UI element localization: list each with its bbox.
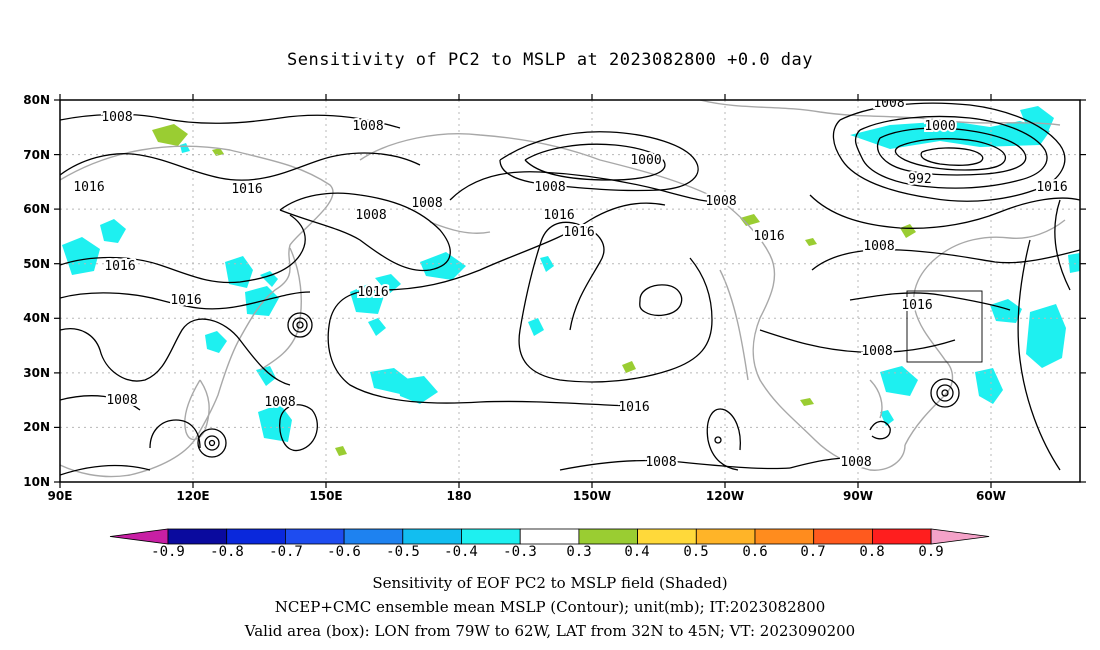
contour-label: 1016 [753,229,784,244]
contour-label: 1008 [861,344,892,359]
lon-label: 120E [176,489,209,503]
contour-label: 1016 [170,293,201,308]
contour-label: 1016 [73,180,104,195]
lat-label: 60N [23,202,50,216]
contour-labels: 1008 1008 1000 992 1008 1016 1016 1016 1… [71,96,1069,472]
contour-label: 1016 [543,208,574,223]
axis-ticks [54,94,1086,488]
contour-label: 1008 [840,455,871,470]
contour-label: 1008 [352,119,383,134]
coastlines [60,100,1066,478]
contour-label: 1000 [924,119,955,134]
contour-label: 1008 [355,208,386,223]
colorbar-extend-high [930,528,990,545]
lon-label: 150W [573,489,611,503]
lat-label: 80N [23,93,50,107]
lat-label: 10N [23,475,50,489]
colorbar-tick-label: -0.8 [210,544,244,560]
lat-label: 30N [23,366,50,380]
colorbar-tick-label: 0.9 [918,544,943,560]
closed-lows [197,312,960,458]
contour-label: 1008 [264,395,295,410]
colorbar-segment [872,528,932,545]
lat-lon-grid [60,100,1080,482]
colorbar-tick-label: 0.7 [800,544,825,560]
lat-label: 50N [23,257,50,271]
colorbar-extend-low [109,528,169,545]
colorbar-segment [578,528,639,545]
colorbar-segment [284,528,345,545]
latitude-labels: 80N 70N 60N 50N 40N 30N 20N 10N [23,93,50,489]
caption-line-2: NCEP+CMC ensemble mean MSLP (Contour); u… [274,598,826,616]
colorbar-tick-label: -0.5 [386,544,420,560]
lat-label: 40N [23,311,50,325]
contour-label: 1016 [104,259,135,274]
colorbar-segment [226,528,286,545]
colorbar-tick-label: 0.4 [624,544,649,560]
colorbar-tick-label: -0.9 [151,544,185,560]
colorbar-segment [167,528,228,545]
negative-sensitivity-shading [62,106,1080,442]
contour-label: 1016 [901,298,932,313]
colorbar-tick-label: 0.8 [859,544,884,560]
contour-label: 1008 [411,196,442,211]
contour-label: 1008 [705,194,736,209]
lon-label: 60W [976,489,1006,503]
lon-label: 90E [48,489,73,503]
map-frame [59,99,1081,483]
longitude-labels: 90E 120E 150E 180 150W 120W 90W 60W [48,489,1006,503]
contour-label: 992 [908,172,931,187]
colorbar-segment [637,528,697,545]
colorbar-segment [343,528,404,545]
colorbar-tick-label: -0.7 [269,544,303,560]
colorbar-tick-label: 0.3 [566,544,591,560]
caption-line-3: Valid area (box): LON from 79W to 62W, L… [244,622,856,640]
lon-label: 120W [706,489,744,503]
positive-sensitivity-shading [152,124,916,456]
contour-label: 1016 [563,225,594,240]
colorbar-tick-label: -0.4 [444,544,478,560]
colorbar [109,528,990,545]
caption-line-1: Sensitivity of EOF PC2 to MSLP field (Sh… [372,574,728,592]
contour-label: 1016 [231,182,262,197]
colorbar-tick-label: 0.6 [742,544,767,560]
colorbar-segment [695,528,756,545]
lat-label: 70N [23,148,50,162]
colorbar-tick-label: -0.3 [503,544,537,560]
lat-label: 20N [23,420,50,434]
colorbar-segment [519,528,580,545]
contour-label: 1016 [618,400,649,415]
colorbar-tick-label: -0.6 [327,544,361,560]
plot-title: Sensitivity of PC2 to MSLP at 2023082800… [286,50,813,70]
contour-label: 1008 [106,393,137,408]
lon-label: 180 [446,489,471,503]
map-plot: 1008 1008 1000 992 1008 1016 1016 1016 1… [60,96,1080,482]
colorbar-labels: -0.9 -0.8 -0.7 -0.6 -0.5 -0.4 -0.3 0.3 0… [151,544,944,560]
colorbar-segment [461,528,521,545]
mslp-contours [60,102,1080,476]
contour-label: 1008 [873,96,904,111]
colorbar-tick-label: 0.5 [683,544,708,560]
colorbar-segment [402,528,462,545]
contour-label: 1008 [534,180,565,195]
contour-label: 1008 [863,239,894,254]
contour-label: 1000 [630,153,661,168]
valid-area-box [906,290,983,363]
colorbar-segment [813,528,873,545]
contour-label: 1016 [1036,180,1067,195]
contour-label: 1008 [645,455,676,470]
lon-label: 90W [843,489,873,503]
contour-label: 1008 [101,110,132,125]
lon-label: 150E [309,489,342,503]
colorbar-segment [754,528,815,545]
contour-label: 1016 [357,285,388,300]
